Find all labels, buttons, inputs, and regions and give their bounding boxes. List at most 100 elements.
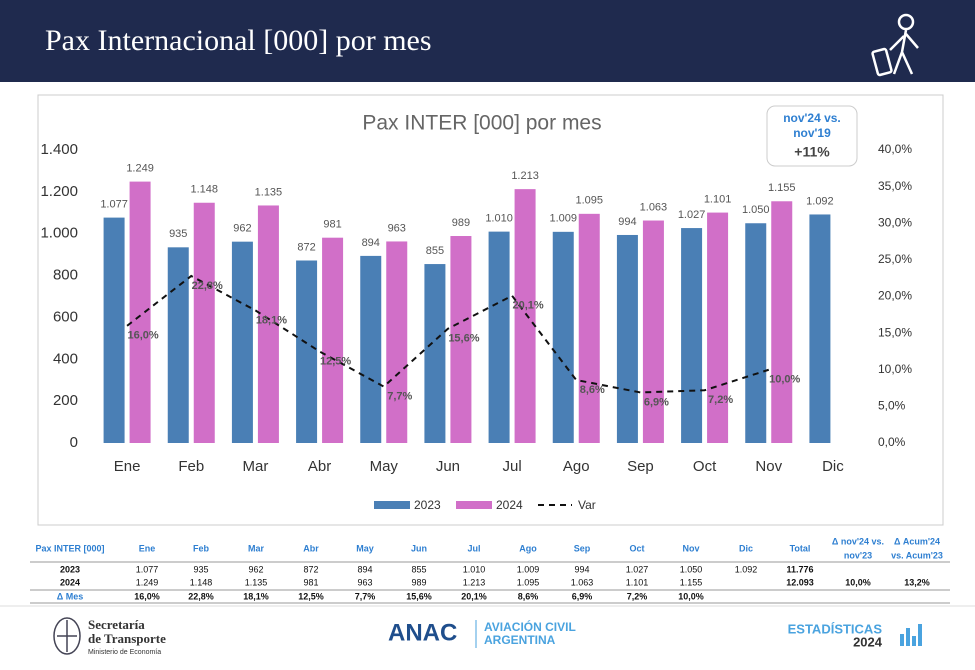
- bar: [322, 237, 344, 443]
- table-cell: 1.148: [190, 577, 213, 587]
- legend-label: 2024: [496, 498, 523, 512]
- table-cell: 10,0%: [678, 591, 704, 601]
- bar: [167, 247, 189, 443]
- table-cell: 1.092: [735, 564, 758, 574]
- value-label: 1.027: [678, 209, 706, 221]
- y2-tick-label: 5,0%: [878, 399, 906, 413]
- table-cell: 6,9%: [572, 591, 593, 601]
- y2-tick-label: 40,0%: [878, 142, 912, 156]
- table-cell: 22,8%: [188, 591, 214, 601]
- table-cell: 935: [193, 564, 208, 574]
- table-cell: 1.101: [626, 577, 649, 587]
- table-cell: 1.077: [136, 564, 159, 574]
- value-label: 1.092: [806, 195, 834, 207]
- value-label: 1.077: [100, 199, 128, 211]
- bar: [514, 189, 536, 443]
- legend-label: 2023: [414, 498, 441, 512]
- table-cell: 1.027: [626, 564, 649, 574]
- bar: [707, 212, 729, 443]
- line-label: 7,2%: [708, 394, 733, 406]
- value-label: 963: [388, 222, 406, 234]
- header-bar: [0, 0, 975, 82]
- table-header: Pax INTER [000]: [35, 543, 104, 553]
- line-label: 15,6%: [448, 333, 479, 345]
- bar: [616, 234, 638, 443]
- table-cell: 8,6%: [518, 591, 539, 601]
- row-label: 2024: [60, 577, 80, 587]
- table-cell: 1.050: [680, 564, 703, 574]
- value-label: 1.050: [742, 204, 770, 216]
- bar: [193, 202, 215, 443]
- table-delta: 10,0%: [845, 577, 871, 587]
- y2-tick-label: 35,0%: [878, 179, 912, 193]
- chart-title: Pax INTER [000] por mes: [362, 112, 601, 135]
- y-tick-label: 400: [53, 350, 78, 367]
- line-label: 20,1%: [512, 300, 543, 312]
- x-tick-label: Jun: [436, 458, 460, 475]
- table-delta: 13,2%: [904, 577, 930, 587]
- line-label: 10,0%: [769, 374, 800, 386]
- y-tick-label: 800: [53, 267, 78, 284]
- x-tick-label: Jul: [502, 458, 521, 475]
- line-label: 8,6%: [580, 384, 605, 396]
- ministry-sub: Ministerio de Economía: [88, 649, 161, 656]
- line-label: 6,9%: [644, 396, 669, 408]
- x-tick-label: Ene: [114, 458, 141, 475]
- table-cell: 1.063: [571, 577, 594, 587]
- table-header: May: [356, 543, 374, 553]
- stats-label: ESTADÍSTICAS: [788, 621, 883, 636]
- bar: [103, 217, 125, 443]
- bar: [231, 241, 253, 443]
- table-cell: 981: [303, 577, 318, 587]
- table-cell: 1.249: [136, 577, 159, 587]
- table-header: vs. Acum'23: [891, 550, 943, 560]
- table-cell: 855: [411, 564, 426, 574]
- table-header: Abr: [303, 543, 319, 553]
- bar: [424, 264, 446, 443]
- y2-tick-label: 15,0%: [878, 325, 912, 339]
- table-header: Dic: [739, 543, 753, 553]
- table-header: nov'23: [844, 550, 872, 560]
- table-cell: 1.135: [245, 577, 268, 587]
- row-label: Δ Mes: [57, 591, 83, 601]
- bar: [129, 181, 151, 443]
- x-tick-label: Feb: [178, 458, 204, 475]
- value-label: 1.063: [640, 201, 668, 213]
- var-line: [126, 274, 770, 394]
- table-cell: 16,0%: [134, 591, 160, 601]
- value-label: 894: [362, 237, 380, 249]
- value-label: 1.101: [704, 193, 732, 205]
- value-label: 962: [233, 223, 251, 235]
- page-title: Pax Internacional [000] por mes: [45, 24, 432, 57]
- line-label: 22,8%: [192, 280, 223, 292]
- legend-swatch: [456, 501, 492, 509]
- y-tick-label: 0: [70, 434, 78, 451]
- x-tick-label: Abr: [308, 458, 331, 475]
- y2-tick-label: 25,0%: [878, 252, 912, 266]
- table-header: Nov: [682, 543, 699, 553]
- callout-text: nov'24 vs.: [783, 111, 841, 125]
- y-tick-label: 200: [53, 392, 78, 409]
- table-header: Jun: [411, 543, 427, 553]
- callout-box: [766, 105, 858, 167]
- table-cell: 18,1%: [243, 591, 269, 601]
- y2-tick-label: 10,0%: [878, 362, 912, 376]
- table-cell: 15,6%: [406, 591, 432, 601]
- bar: [552, 231, 574, 443]
- x-tick-label: Nov: [755, 458, 782, 475]
- value-label: 1.148: [190, 184, 218, 196]
- ministry-name: de Transporte: [88, 631, 166, 646]
- table-total: 12.093: [786, 577, 814, 587]
- anac-sub: AVIACIÓN CIVIL: [484, 619, 576, 634]
- value-label: 935: [169, 228, 187, 240]
- value-label: 1.249: [126, 163, 154, 175]
- value-label: 989: [452, 217, 470, 229]
- value-label: 1.135: [255, 186, 283, 198]
- table-cell: 994: [574, 564, 589, 574]
- bar: [809, 214, 831, 443]
- value-label: 1.213: [511, 170, 539, 182]
- table-header: Δ Acum'24: [894, 536, 940, 546]
- x-tick-label: Dic: [822, 458, 844, 475]
- table-cell: 1.213: [463, 577, 486, 587]
